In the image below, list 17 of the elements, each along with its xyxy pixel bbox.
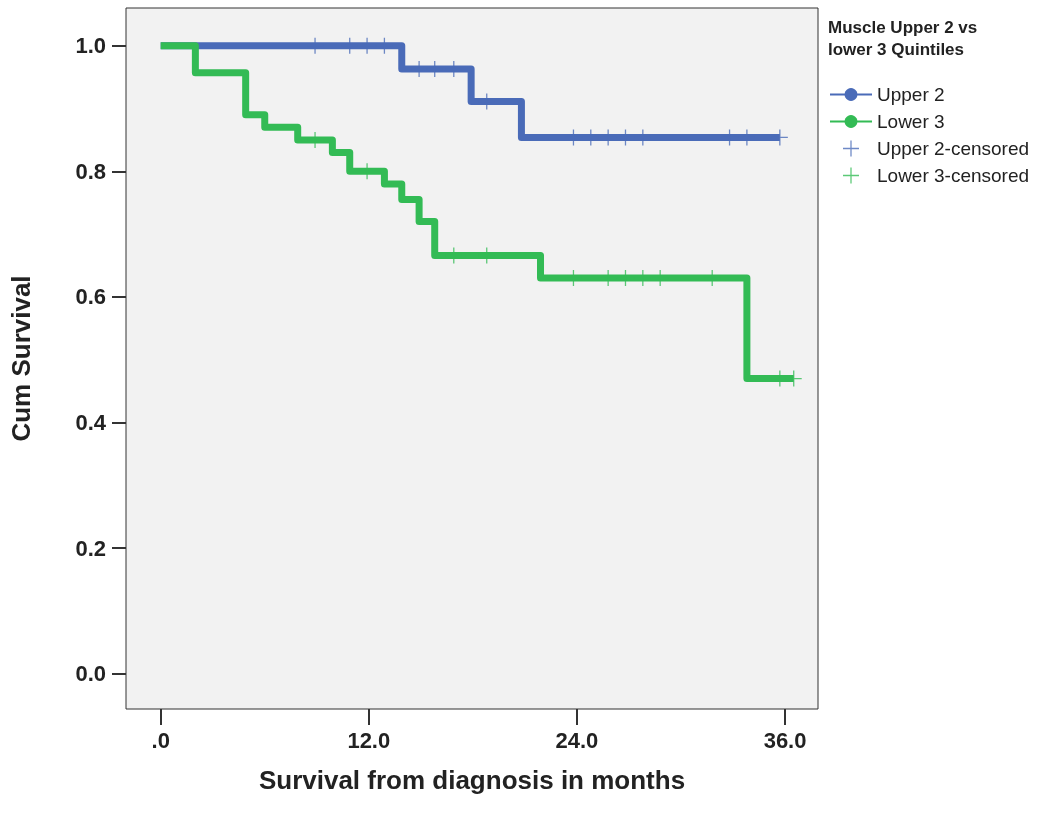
legend-label: Upper 2 [877,84,945,105]
y-tick-label: 0.6 [75,284,106,310]
legend-label: Upper 2-censored [877,138,1030,159]
y-tick-label: 0.2 [75,535,106,561]
y-tick-label: 0.8 [75,158,106,184]
y-tick-label: 1.0 [75,33,106,59]
x-tick-label: 12.0 [347,727,391,753]
x-axis-title: Survival from diagnosis in months [258,765,686,795]
x-tick-label: 36.0 [763,727,807,753]
x-tick-label: 24.0 [555,727,599,753]
y-tick-label: 0.0 [75,661,106,687]
legend-label: Lower 3-censored [877,165,1030,186]
y-tick-label: 0.4 [75,410,107,436]
x-tick-label: .0 [151,727,170,753]
y-axis-title: Cum Survival [6,275,36,442]
legend-label: Lower 3 [877,111,945,132]
legend-title: Muscle Upper 2 vs lower 3 Quintiles [828,17,978,59]
